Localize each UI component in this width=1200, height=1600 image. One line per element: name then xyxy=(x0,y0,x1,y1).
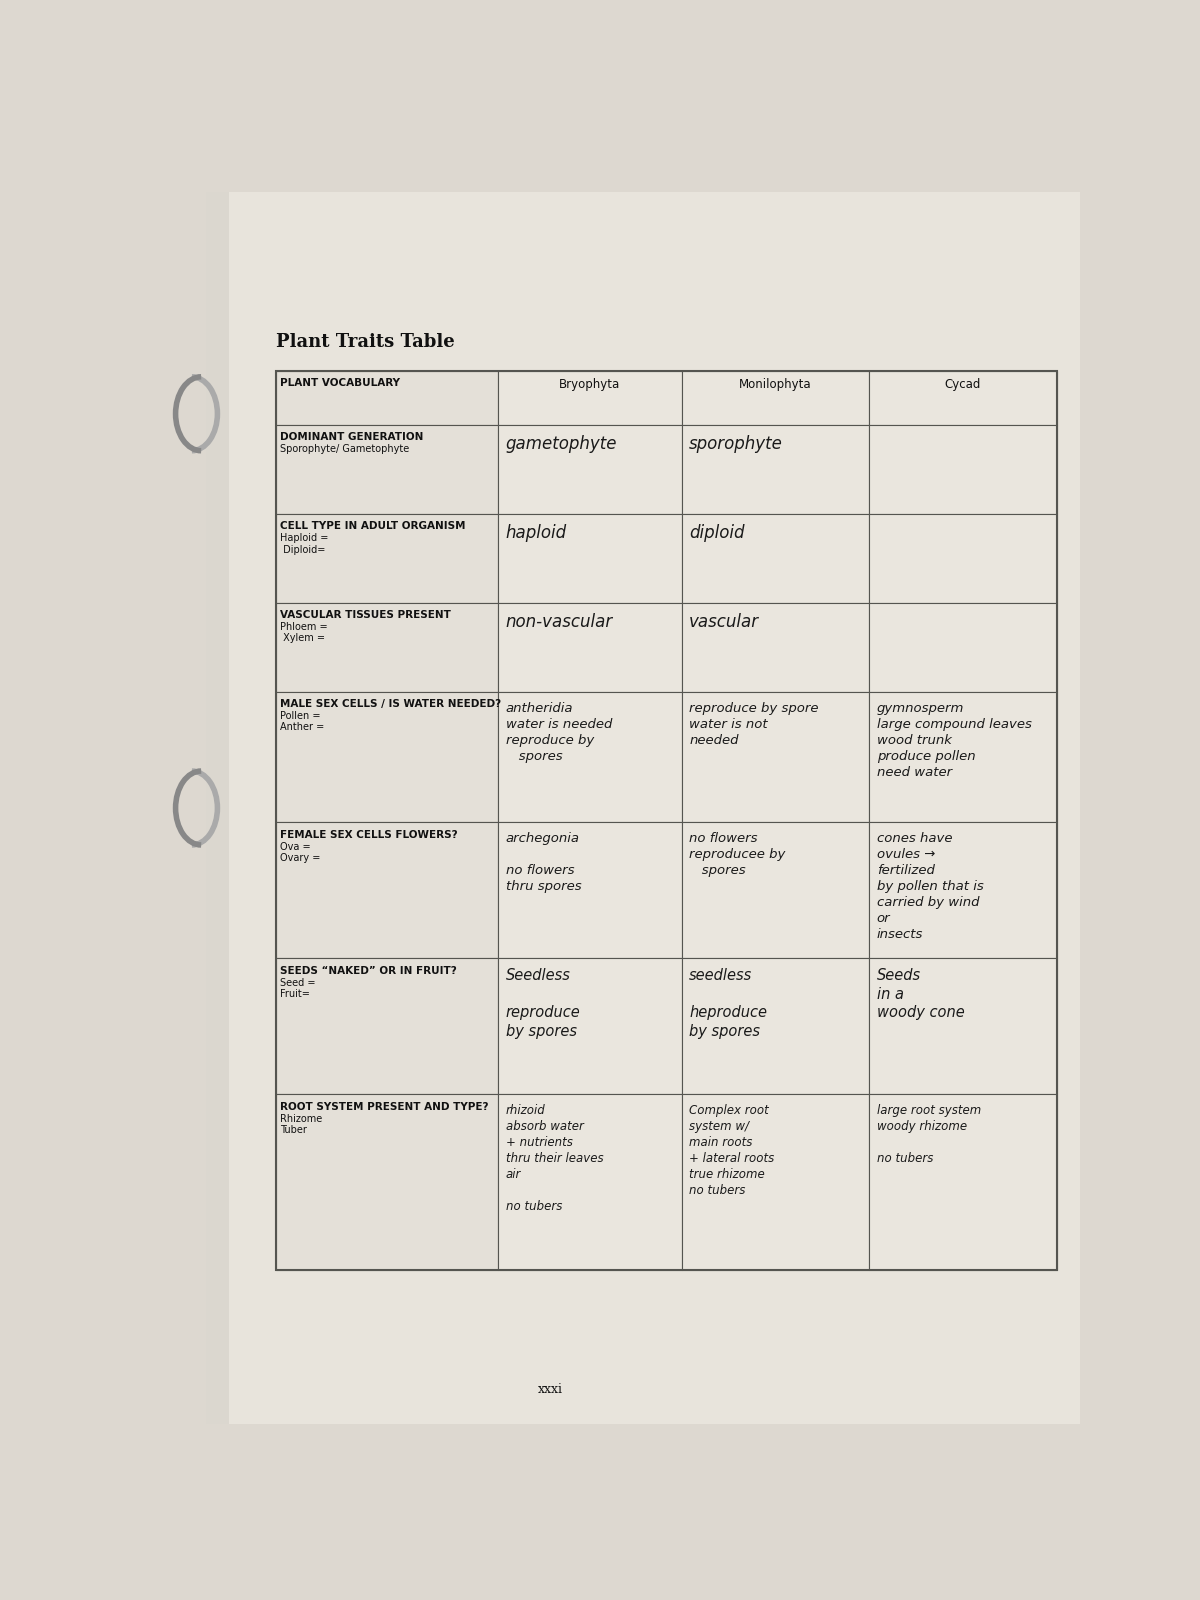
Bar xyxy=(276,822,498,958)
Text: Tuber: Tuber xyxy=(281,1125,307,1134)
Text: Ova =: Ova = xyxy=(281,842,311,851)
Bar xyxy=(276,958,498,1094)
Text: haploid: haploid xyxy=(505,523,566,542)
Text: PLANT VOCABULARY: PLANT VOCABULARY xyxy=(281,378,401,389)
Bar xyxy=(276,371,498,426)
Text: diploid: diploid xyxy=(689,523,745,542)
Text: Cycad: Cycad xyxy=(944,378,982,390)
Bar xyxy=(869,822,1057,958)
Text: MALE SEX CELLS / IS WATER NEEDED?: MALE SEX CELLS / IS WATER NEEDED? xyxy=(281,699,502,709)
Text: Seed =: Seed = xyxy=(281,978,316,987)
Bar xyxy=(682,958,869,1094)
Text: SEEDS “NAKED” OR IN FRUIT?: SEEDS “NAKED” OR IN FRUIT? xyxy=(281,966,457,976)
Bar xyxy=(682,603,869,691)
Text: ROOT SYSTEM PRESENT AND TYPE?: ROOT SYSTEM PRESENT AND TYPE? xyxy=(281,1102,488,1112)
Bar xyxy=(276,603,498,691)
Bar xyxy=(682,426,869,514)
Text: antheridia
water is needed
reproduce by
   spores: antheridia water is needed reproduce by … xyxy=(505,701,612,763)
Text: reproduce by spore
water is not
needed: reproduce by spore water is not needed xyxy=(689,701,818,747)
Text: Phloem =: Phloem = xyxy=(281,622,328,632)
Bar xyxy=(276,691,498,822)
Text: xxxi: xxxi xyxy=(538,1382,563,1397)
Text: Haploid =: Haploid = xyxy=(281,533,329,544)
Text: Fruit=: Fruit= xyxy=(281,989,310,998)
Text: Plant Traits Table: Plant Traits Table xyxy=(276,333,455,350)
Bar xyxy=(498,958,682,1094)
Text: CELL TYPE IN ADULT ORGANISM: CELL TYPE IN ADULT ORGANISM xyxy=(281,522,466,531)
Bar xyxy=(869,371,1057,426)
Bar xyxy=(498,426,682,514)
Bar xyxy=(498,514,682,603)
Text: gametophyte: gametophyte xyxy=(505,435,617,453)
Bar xyxy=(682,822,869,958)
Text: rhizoid
absorb water
+ nutrients
thru their leaves
air

no tubers: rhizoid absorb water + nutrients thru th… xyxy=(505,1104,604,1213)
Text: sporophyte: sporophyte xyxy=(689,435,784,453)
Bar xyxy=(276,514,498,603)
Bar xyxy=(276,426,498,514)
Bar xyxy=(869,1094,1057,1270)
Bar xyxy=(682,691,869,822)
Bar xyxy=(869,603,1057,691)
Text: VASCULAR TISSUES PRESENT: VASCULAR TISSUES PRESENT xyxy=(281,610,451,621)
Text: Seedless

reproduce
by spores: Seedless reproduce by spores xyxy=(505,968,581,1038)
Text: non-vascular: non-vascular xyxy=(505,613,613,630)
Bar xyxy=(869,691,1057,822)
Text: Bryophyta: Bryophyta xyxy=(559,378,620,390)
Text: Monilophyta: Monilophyta xyxy=(739,378,812,390)
Text: cones have
ovules →
fertilized
by pollen that is
carried by wind
or
insects: cones have ovules → fertilized by pollen… xyxy=(877,832,984,941)
Bar xyxy=(498,822,682,958)
Bar xyxy=(869,958,1057,1094)
Bar xyxy=(206,192,229,1424)
Text: vascular: vascular xyxy=(689,613,760,630)
Bar xyxy=(682,371,869,426)
Bar xyxy=(498,691,682,822)
Text: gymnosperm
large compound leaves
wood trunk
produce pollen
need water: gymnosperm large compound leaves wood tr… xyxy=(877,701,1032,779)
Bar xyxy=(498,603,682,691)
Text: DOMINANT GENERATION: DOMINANT GENERATION xyxy=(281,432,424,443)
Text: Anther =: Anther = xyxy=(281,722,324,733)
Bar xyxy=(498,1094,682,1270)
Text: no flowers
reproducee by
   spores: no flowers reproducee by spores xyxy=(689,832,786,877)
Text: FEMALE SEX CELLS FLOWERS?: FEMALE SEX CELLS FLOWERS? xyxy=(281,830,458,840)
Text: Ovary =: Ovary = xyxy=(281,853,320,862)
Bar xyxy=(276,371,1057,1270)
Text: Xylem =: Xylem = xyxy=(281,634,325,643)
Bar xyxy=(869,514,1057,603)
Text: Seeds
in a
woody cone: Seeds in a woody cone xyxy=(877,968,965,1021)
Text: large root system
woody rhizome

no tubers: large root system woody rhizome no tuber… xyxy=(877,1104,980,1165)
Text: archegonia

no flowers
thru spores: archegonia no flowers thru spores xyxy=(505,832,581,893)
Bar xyxy=(682,514,869,603)
Bar xyxy=(682,1094,869,1270)
Bar xyxy=(498,371,682,426)
Text: seedless

heproduce
by spores: seedless heproduce by spores xyxy=(689,968,767,1038)
Text: Sporophyte/ Gametophyte: Sporophyte/ Gametophyte xyxy=(281,445,409,454)
Text: Complex root
system w/
main roots
+ lateral roots
true rhizome
no tubers: Complex root system w/ main roots + late… xyxy=(689,1104,774,1197)
Text: Rhizome: Rhizome xyxy=(281,1114,323,1123)
Bar xyxy=(276,1094,498,1270)
Bar xyxy=(869,426,1057,514)
Text: Diploid=: Diploid= xyxy=(281,544,325,555)
Text: Pollen =: Pollen = xyxy=(281,710,320,722)
